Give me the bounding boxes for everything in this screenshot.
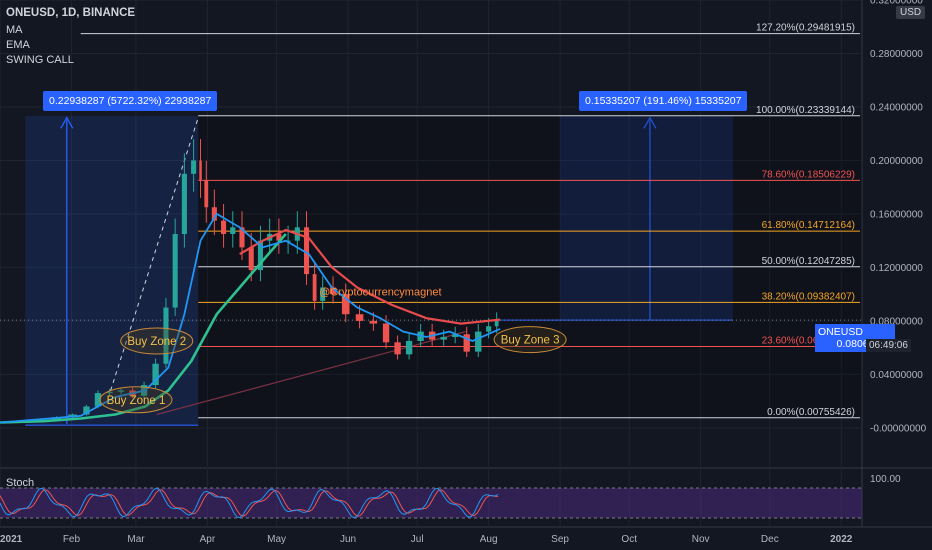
candle-body — [211, 207, 217, 221]
candle-body — [181, 173, 187, 234]
time-tick-label: May — [267, 534, 286, 545]
price-tick-label: 0.32000000 — [870, 0, 923, 7]
legend-ma[interactable]: MA — [6, 24, 23, 36]
candle-body — [248, 247, 254, 271]
buy-zone-label: Buy Zone 1 — [107, 395, 166, 407]
fib-level-label: 23.60%(0.06085184) — [762, 336, 855, 347]
stoch-tick-label: 100.00 — [870, 474, 901, 485]
time-tick-label: 2022 — [830, 534, 853, 545]
candle-body — [199, 160, 202, 181]
buy-zone-ellipse — [493, 326, 567, 354]
fib-level-label: 61.80%(0.14712164) — [762, 220, 855, 231]
time-tick-label: Aug — [480, 534, 498, 545]
candle-body — [117, 390, 125, 392]
candle-body — [221, 220, 227, 234]
buy-zone-ellipse — [99, 386, 173, 414]
buy-zone-ellipse — [120, 327, 194, 355]
candle-body — [394, 342, 401, 355]
measure-box-right — [560, 115, 733, 321]
candle-body — [94, 393, 102, 407]
candle-body — [440, 336, 447, 340]
stoch-d-line — [0, 489, 499, 517]
symbol-title[interactable]: ONEUSD, 1D, BINANCE — [6, 7, 136, 19]
candle-body — [486, 326, 492, 332]
buy-zone-label: Buy Zone 3 — [501, 335, 560, 347]
ma-line — [0, 212, 501, 424]
time-tick-label: Apr — [200, 534, 216, 545]
candle-body — [463, 334, 470, 352]
ema-line — [239, 228, 501, 325]
candle-body — [382, 323, 390, 343]
measure-arrowhead-left — [60, 116, 74, 129]
fib-level-label: 0.00%(0.00755426) — [767, 407, 855, 418]
candle-body — [329, 287, 337, 295]
candle-body — [475, 331, 482, 352]
candle-body — [83, 406, 90, 415]
candle-body — [257, 240, 263, 271]
measure-label-left: 0.22938287 (5722.32%) 22938287 — [43, 91, 218, 111]
time-tick-label: Nov — [692, 534, 710, 545]
candle-body — [106, 391, 113, 394]
candle-body — [276, 234, 282, 241]
stoch-label[interactable]: Stoch — [6, 477, 35, 489]
price-tick-label: 0.16000000 — [870, 209, 923, 220]
time-tick-label: Sep — [551, 534, 569, 545]
price-tick-label: -0.00000000 — [870, 423, 927, 434]
swing-call-line — [0, 233, 287, 424]
candle-body — [191, 160, 197, 174]
candle-body — [172, 234, 178, 308]
measure-box-left — [25, 115, 199, 426]
legend-ema[interactable]: EMA — [6, 39, 30, 51]
fib-level-label: 50.00%(0.12047285) — [762, 256, 855, 267]
buy-zone-label: Buy Zone 2 — [127, 336, 186, 348]
stoch-k-line — [0, 487, 499, 519]
fib-level-label: 38.20%(0.09382407) — [762, 291, 855, 302]
candle-body — [152, 363, 159, 386]
price-tick-label: 0.08000000 — [870, 316, 923, 327]
candle-body — [355, 314, 364, 321]
time-tick-label: Jul — [411, 534, 424, 545]
candle-body — [239, 227, 245, 248]
price-tick-label: 0.28000000 — [870, 49, 923, 60]
long-trendline — [156, 331, 466, 416]
candle-body — [230, 227, 236, 234]
price-tick-label: 0.20000000 — [870, 156, 923, 167]
candle-body — [204, 180, 209, 208]
measure-arrowhead-right — [643, 116, 657, 129]
measure-label-right: 0.15335207 (191.46%) 15335207 — [579, 91, 748, 111]
candle-body — [163, 307, 169, 364]
bar-countdown: 06:49:06 — [866, 339, 911, 352]
price-tag-symbol: ONEUSD — [818, 326, 863, 338]
time-tick-label: Oct — [621, 534, 637, 545]
candle-body — [304, 227, 310, 275]
currency-badge[interactable]: USD — [896, 6, 926, 19]
price-tick-label: 0.12000000 — [870, 263, 923, 274]
candle-body — [341, 294, 350, 315]
time-tick-label: Mar — [127, 534, 145, 545]
price-tick-label: 0.24000000 — [870, 102, 923, 113]
legend-swing-call[interactable]: SWING CALL — [6, 54, 74, 66]
fib-level-label: 78.60%(0.18506229) — [762, 169, 855, 180]
watermark-text: @Cryptocurrencymagnet — [319, 287, 441, 299]
candle-body — [369, 320, 378, 324]
candle-body — [494, 320, 499, 327]
candle-body — [320, 287, 326, 301]
price-tick-label: 0.04000000 — [870, 370, 923, 381]
candle-body — [312, 274, 317, 301]
fib-level-label: 100.00%(0.23339144) — [756, 105, 855, 116]
candle-body — [452, 334, 459, 337]
time-tick-label: Jun — [340, 534, 356, 545]
time-tick-label: Feb — [63, 534, 81, 545]
fib-level-label: 127.20%(0.29481915) — [756, 23, 855, 34]
candle-body — [405, 340, 413, 355]
time-tick-label: Dec — [761, 534, 779, 545]
time-tick-label: 2021 — [0, 534, 23, 545]
